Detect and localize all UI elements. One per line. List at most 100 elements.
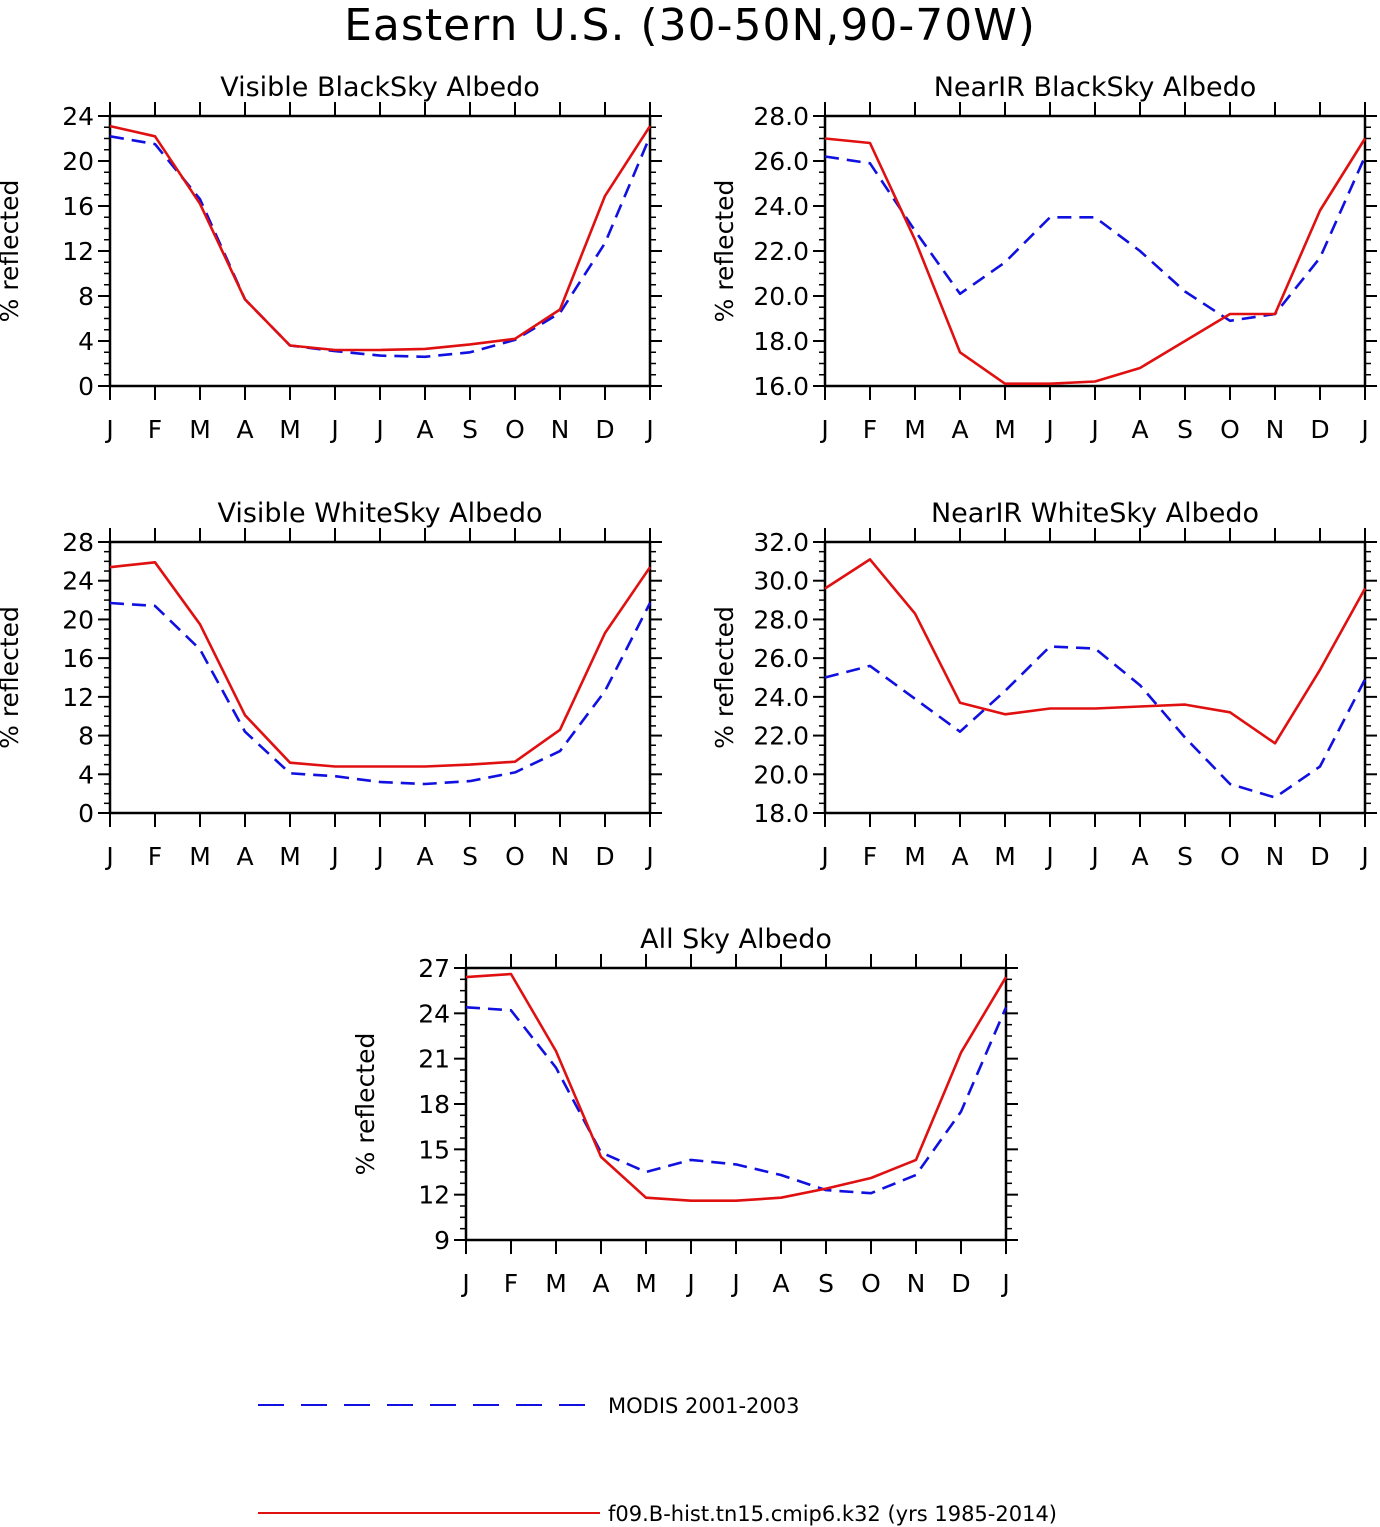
x-tick-label: N <box>551 842 570 871</box>
x-tick-label: N <box>1266 842 1285 871</box>
modis-series-line <box>109 135 652 359</box>
x-tick-label: S <box>1177 842 1193 871</box>
y-tick-label: 20 <box>62 605 94 634</box>
x-tick-label: J <box>685 1269 694 1298</box>
y-tick-label: 26.0 <box>753 147 809 176</box>
x-tick-label: M <box>904 415 926 444</box>
y-tick-label: 18 <box>418 1090 450 1119</box>
x-tick-label: M <box>279 842 301 871</box>
chart-panel-3: Visible WhiteSky Albedo% reflectedJFMAMJ… <box>0 498 662 871</box>
x-tick-label: D <box>951 1269 970 1298</box>
x-tick-label: O <box>1220 842 1240 871</box>
x-tick-label: S <box>462 415 478 444</box>
y-tick-label: 28 <box>62 528 94 557</box>
x-tick-label: S <box>818 1269 834 1298</box>
plot-frame <box>108 540 652 815</box>
x-tick-label: A <box>772 1269 789 1298</box>
x-tick-label: J <box>1089 842 1098 871</box>
y-tick-label: 18.0 <box>753 327 809 356</box>
x-tick-label: J <box>104 842 113 871</box>
chart-panel-1: Visible BlackSky Albedo% reflectedJFMAMJ… <box>0 72 662 444</box>
y-tick-label: 22.0 <box>753 722 809 751</box>
model-series-line <box>824 558 1367 745</box>
legend-model-label: f09.B-hist.tn15.cmip6.k32 (yrs 1985-2014… <box>608 1502 1057 1526</box>
x-tick-label: J <box>1044 415 1053 444</box>
y-axis-label: % reflected <box>0 606 24 749</box>
x-tick-label: S <box>1177 415 1193 444</box>
model-series-line <box>824 137 1367 386</box>
panel-title: Visible BlackSky Albedo <box>220 72 540 103</box>
y-tick-label: 12 <box>62 683 94 712</box>
x-tick-label: J <box>374 415 383 444</box>
y-tick-label: 27 <box>418 954 450 983</box>
y-tick-label: 4 <box>78 760 94 789</box>
x-tick-label: F <box>148 842 162 871</box>
x-tick-label: J <box>104 415 113 444</box>
y-tick-label: 28.0 <box>753 102 809 131</box>
x-tick-label: N <box>1266 415 1285 444</box>
x-tick-label: J <box>644 842 653 871</box>
y-tick-label: 30.0 <box>753 567 809 596</box>
x-tick-label: M <box>279 415 301 444</box>
x-tick-label: M <box>545 1269 567 1298</box>
x-tick-label: J <box>819 415 828 444</box>
panel-title: NearIR BlackSky Albedo <box>934 72 1257 103</box>
y-tick-label: 8 <box>78 722 94 751</box>
plot-frame <box>823 540 1367 815</box>
x-tick-label: O <box>505 415 525 444</box>
y-tick-label: 12 <box>418 1181 450 1210</box>
model-series-line <box>109 124 652 352</box>
y-tick-label: 4 <box>78 327 94 356</box>
x-tick-label: D <box>595 415 614 444</box>
y-tick-label: 18.0 <box>753 799 809 828</box>
x-tick-label: D <box>1310 415 1329 444</box>
y-tick-label: 32.0 <box>753 528 809 557</box>
x-tick-label: J <box>1089 415 1098 444</box>
x-tick-label: A <box>951 415 968 444</box>
x-tick-label: N <box>907 1269 926 1298</box>
x-tick-label: A <box>951 842 968 871</box>
x-tick-label: S <box>462 842 478 871</box>
modis-series-line <box>109 601 652 786</box>
x-tick-label: A <box>592 1269 609 1298</box>
legend: MODIS 2001-2003 f09.B-hist.tn15.cmip6.k32… <box>258 1394 1057 1526</box>
y-tick-label: 16 <box>62 192 94 221</box>
y-tick-label: 8 <box>78 282 94 311</box>
y-tick-label: 20.0 <box>753 760 809 789</box>
y-tick-label: 22.0 <box>753 237 809 266</box>
y-tick-label: 0 <box>78 372 94 401</box>
x-tick-label: O <box>1220 415 1240 444</box>
y-tick-label: 20 <box>62 147 94 176</box>
x-tick-label: A <box>1131 842 1148 871</box>
x-tick-label: M <box>994 415 1016 444</box>
x-tick-label: M <box>189 842 211 871</box>
panel-title: NearIR WhiteSky Albedo <box>931 498 1259 529</box>
x-tick-label: J <box>730 1269 739 1298</box>
x-tick-label: F <box>863 415 877 444</box>
figure-title: Eastern U.S. (30-50N,90-70W) <box>344 0 1036 51</box>
y-tick-label: 24 <box>62 567 94 596</box>
modis-series-line <box>824 645 1367 799</box>
y-tick-label: 24.0 <box>753 683 809 712</box>
y-tick-label: 24.0 <box>753 192 809 221</box>
y-tick-label: 21 <box>418 1045 450 1074</box>
x-tick-label: A <box>416 842 433 871</box>
x-tick-label: M <box>189 415 211 444</box>
y-tick-label: 9 <box>434 1226 450 1255</box>
x-tick-label: A <box>236 842 253 871</box>
x-tick-label: J <box>460 1269 469 1298</box>
x-tick-label: F <box>148 415 162 444</box>
y-tick-label: 28.0 <box>753 605 809 634</box>
panel-title: Visible WhiteSky Albedo <box>217 498 542 529</box>
y-tick-label: 16 <box>62 644 94 673</box>
x-tick-label: M <box>904 842 926 871</box>
x-tick-label: F <box>504 1269 518 1298</box>
x-tick-label: D <box>595 842 614 871</box>
x-tick-label: J <box>1359 842 1368 871</box>
legend-modis-label: MODIS 2001-2003 <box>608 1394 799 1418</box>
y-tick-label: 12 <box>62 237 94 266</box>
x-tick-label: M <box>994 842 1016 871</box>
